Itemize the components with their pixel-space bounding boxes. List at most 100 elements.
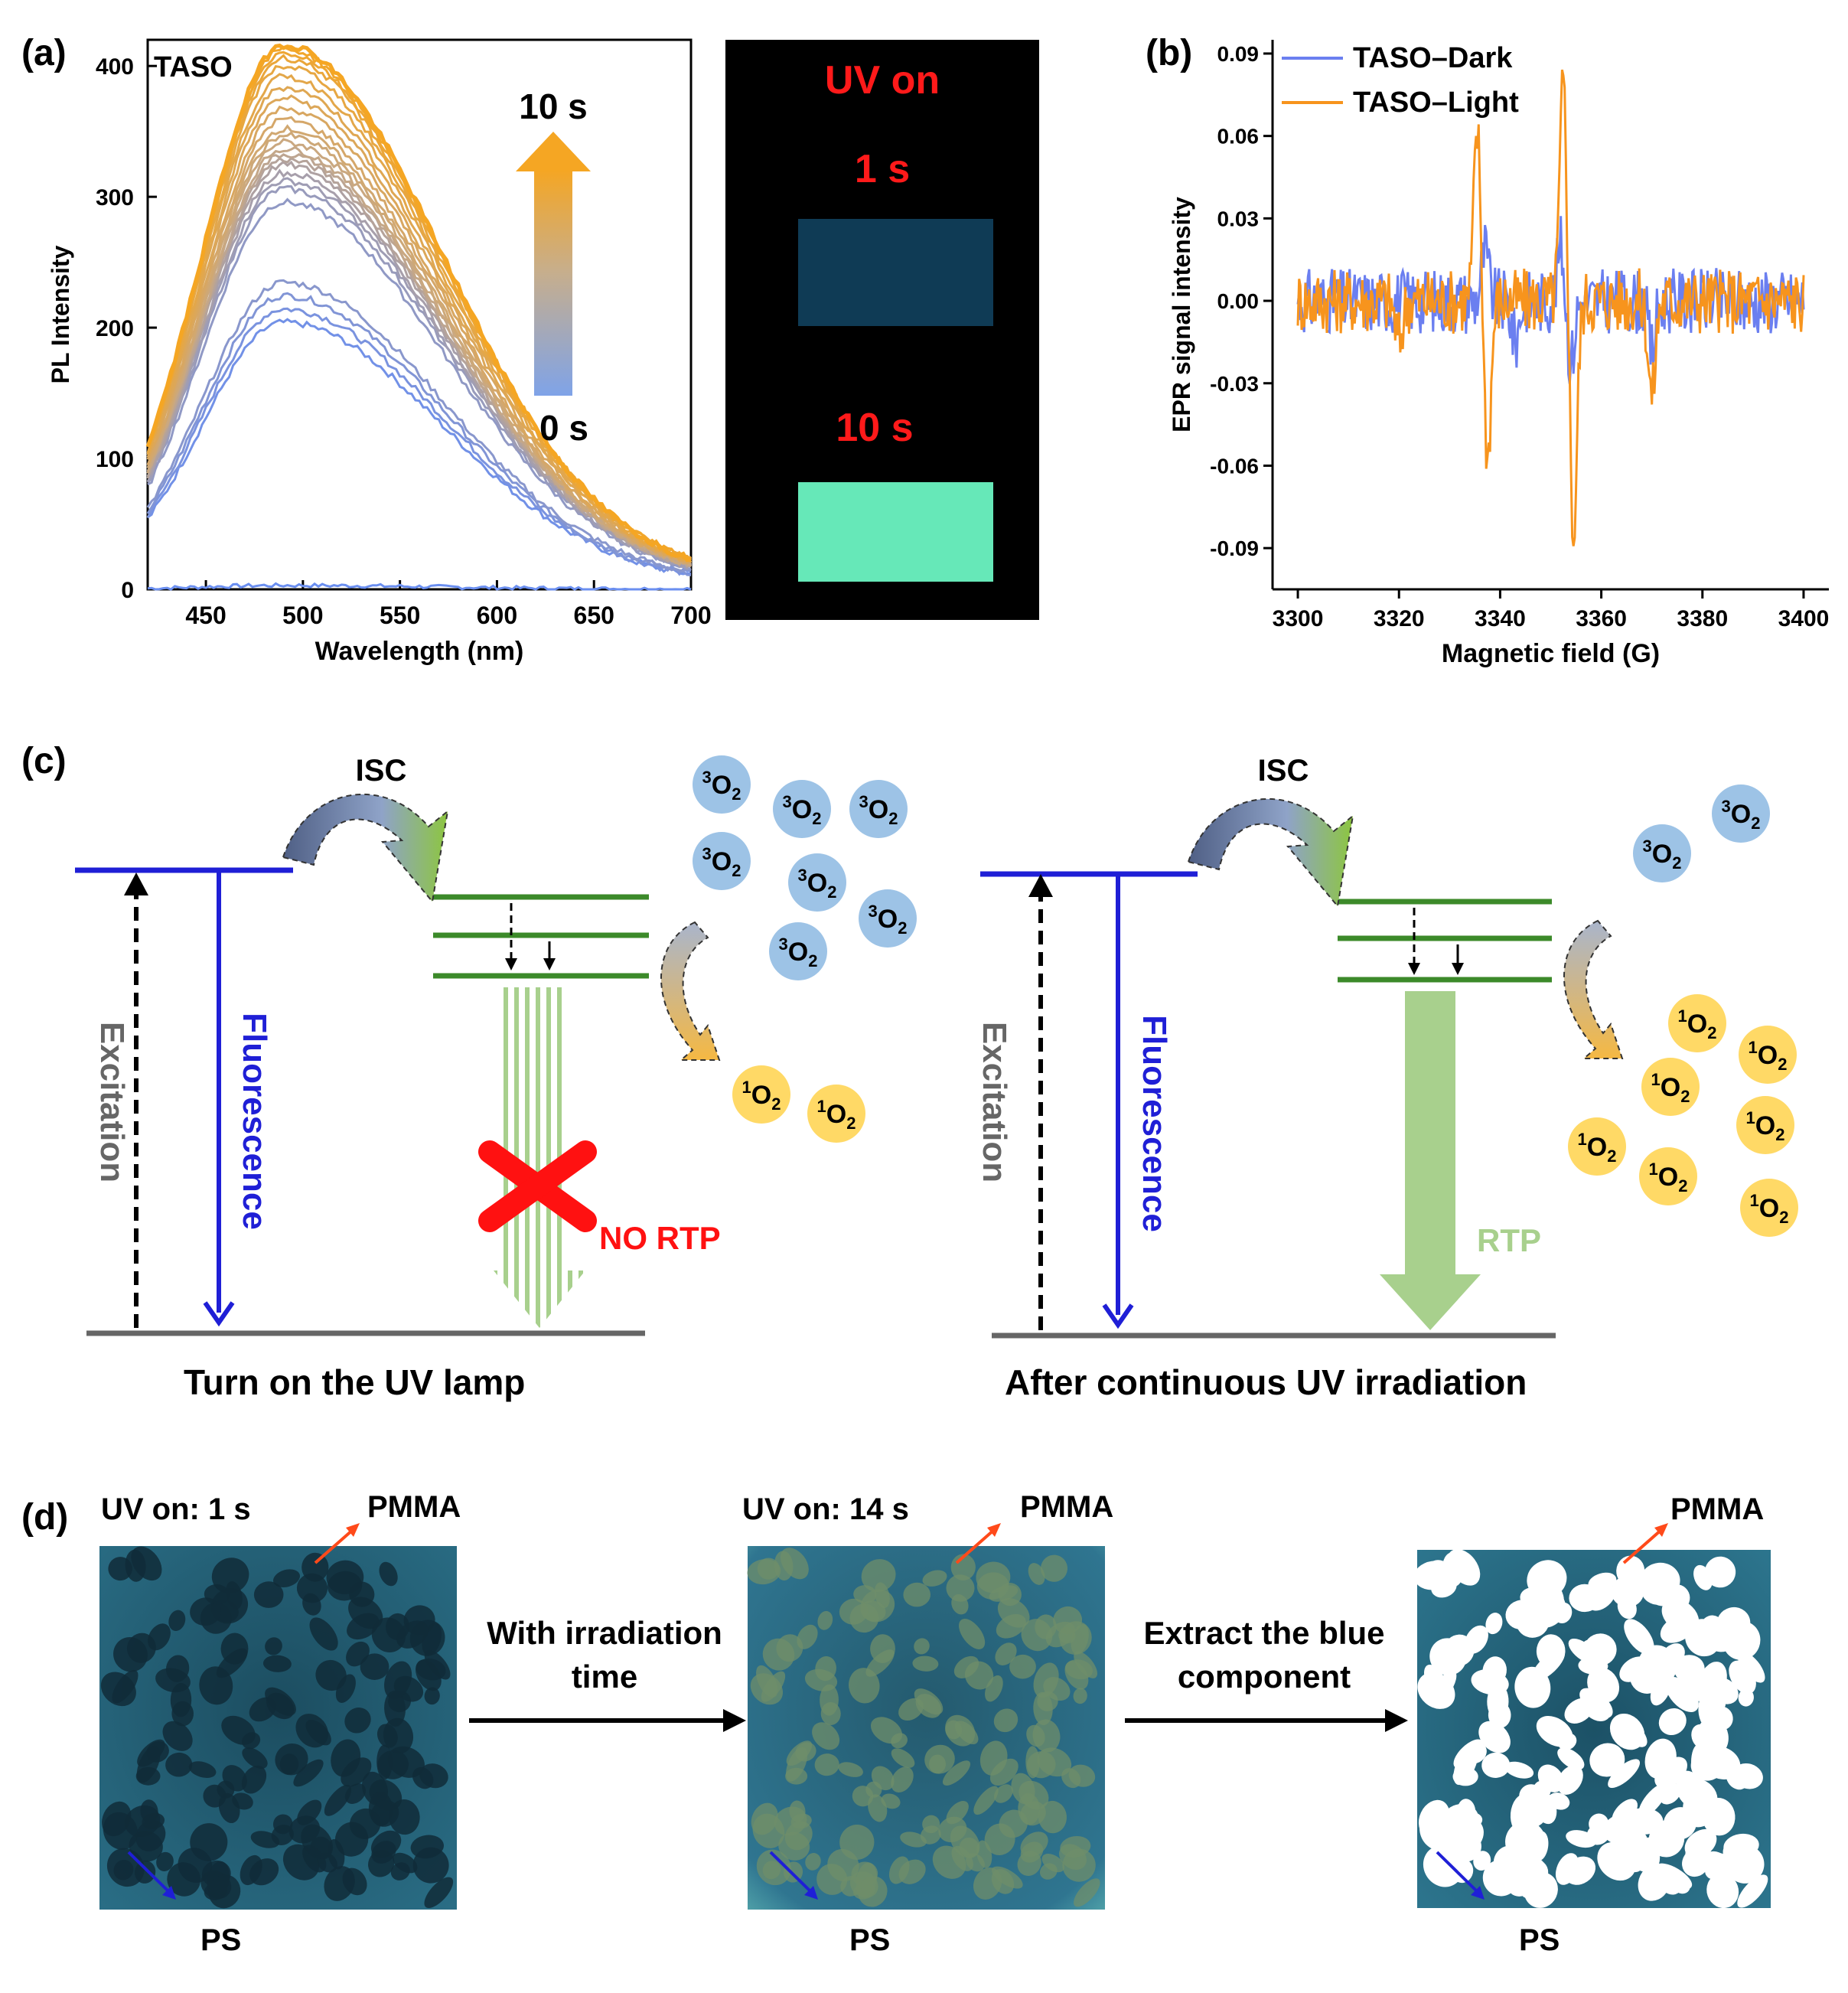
- blobs3-blob-35: [1485, 1613, 1503, 1635]
- blobs1-blob-106: [412, 1766, 434, 1789]
- oxygen-label-right-singlet6: 1O2: [1750, 1191, 1789, 1227]
- ic-arrowhead-1-left: [505, 958, 517, 970]
- y-tick-label-b-1: -0.06: [1210, 454, 1259, 478]
- oxygen-right-singlet3: 1O2: [1736, 1096, 1794, 1154]
- blobs1-blob-76: [103, 1812, 139, 1850]
- oxygen-label-right-singlet4: 1O2: [1578, 1130, 1617, 1166]
- blobs1-blob-61: [293, 1759, 324, 1787]
- pmma-pointer-3: [1622, 1528, 1664, 1564]
- pl-series-0: [147, 582, 692, 591]
- time-arrow-shaft: [534, 170, 572, 396]
- image2-ps-label: PS: [849, 1923, 890, 1957]
- blobs2-blob-126: [853, 1585, 877, 1604]
- blobs2-blob-61: [942, 1760, 971, 1786]
- blobs2-blob-26: [805, 1853, 821, 1871]
- oxygen-circle-right-triplet1: [1712, 784, 1770, 843]
- blobs1-blob-91: [315, 1659, 347, 1691]
- blobs2-blob-50: [891, 1748, 915, 1768]
- blobs2-blob-84: [997, 1597, 1030, 1628]
- blobs1-blob-114: [310, 1836, 332, 1859]
- blobs2-blob-35: [817, 1610, 833, 1630]
- x-tick-label-b-0: 3300: [1273, 606, 1324, 631]
- blobs1-blob-51: [424, 1877, 454, 1909]
- blobs3-blob-155: [1638, 1645, 1677, 1687]
- blobs2-blob-127: [959, 1619, 986, 1649]
- uv-label-10s: 10 s: [836, 406, 913, 450]
- blobs2-blob-141: [989, 1585, 1019, 1602]
- blobs1-blob-68: [190, 1823, 228, 1861]
- blobs1-blob-58: [240, 1854, 262, 1886]
- ps-pointer-3: [1436, 1851, 1480, 1894]
- ic-arrowhead-2-left: [543, 958, 556, 970]
- blobs2-blob-105: [1041, 1853, 1065, 1873]
- excitation-arrowhead-right: [1028, 874, 1053, 897]
- rtp-emission-arrow: [1380, 991, 1481, 1330]
- panel-d-label: (d): [21, 1497, 68, 1538]
- blobs1-blob-81: [113, 1859, 134, 1880]
- oxygen-label-left-singlet1: 1O2: [817, 1097, 856, 1133]
- blobs1-blob-50: [242, 1747, 268, 1769]
- blobs2-blob-128: [789, 1800, 806, 1822]
- blobs1-blob-138: [410, 1835, 444, 1859]
- blobs3-blob-127: [1624, 1619, 1654, 1655]
- oxygen-molecules-left: 3O2 3O2 3O2 3O2 3O2 3O2 3O2 1O2 1O2: [693, 755, 917, 1143]
- blobs2-blob-145: [747, 1559, 781, 1585]
- blobs3-blob-116: [1685, 1619, 1722, 1657]
- blobs2-blob-16: [903, 1582, 931, 1607]
- excitation-label-left: Excitation: [93, 1022, 131, 1182]
- blobs3-blob-31: [1659, 1783, 1681, 1805]
- image1-ps-label: PS: [200, 1923, 241, 1957]
- blobs3-blob-148: [1611, 1720, 1631, 1742]
- panel-c-label: (c): [21, 741, 67, 781]
- oxygen-label-right-triplet1: 3O2: [1722, 797, 1761, 833]
- oxygen-left-triplet6: 3O2: [769, 922, 827, 980]
- oxygen-left-triplet2: 3O2: [849, 780, 908, 838]
- blobs2-blob-81: [762, 1861, 781, 1880]
- blobs3-blob-60: [1452, 1818, 1484, 1852]
- oxygen-right-singlet0: 1O2: [1668, 994, 1726, 1052]
- blobs2-blob-144: [1058, 1626, 1076, 1644]
- blobs2-blob-68: [839, 1825, 875, 1860]
- blobs2-blob-94: [928, 1754, 947, 1774]
- blobs1-blob-136: [126, 1633, 156, 1663]
- blobs1-blob-107: [341, 1757, 372, 1787]
- blobs1-blob-100: [324, 1866, 355, 1901]
- blobs1-blob-125: [242, 1732, 261, 1750]
- blobs2-blob-106: [1061, 1768, 1081, 1789]
- blobs2-blob-10: [995, 1642, 1017, 1665]
- blobs3-blob-154: [1624, 1808, 1664, 1835]
- image1-label: UV on: 1 s: [101, 1492, 251, 1526]
- caption-left: Turn on the UV lamp: [184, 1362, 525, 1402]
- oxygen-circle-right-singlet3: [1736, 1096, 1794, 1154]
- domain-pattern-14s: [747, 1548, 1100, 1907]
- x-axis-label-b: Magnetic field (G): [1442, 639, 1660, 668]
- process-arrowhead-2: [1385, 1709, 1408, 1732]
- oxygen-circle-left-singlet0: [732, 1065, 790, 1124]
- y-tick-label-a-2: 200: [96, 316, 134, 341]
- pl-series-15: [146, 124, 692, 565]
- blobs1-blob-90: [376, 1744, 393, 1780]
- fluorescence-arrowhead-right: [1102, 1303, 1134, 1329]
- y-tick-label-b-2: -0.03: [1210, 372, 1259, 396]
- panel-b-label: (b): [1146, 33, 1192, 73]
- oxygen-circle-right-singlet5: [1639, 1147, 1697, 1205]
- epr-series-1: [1296, 69, 1805, 546]
- blobs1-blob-113: [165, 1752, 193, 1777]
- oxygen-right-singlet4: 1O2: [1568, 1117, 1626, 1176]
- oxygen-circle-left-triplet6: [769, 922, 827, 980]
- blobs2-blob-60: [784, 1821, 813, 1851]
- blobs2-blob-125: [891, 1733, 908, 1749]
- blobs2-blob-149: [991, 1866, 1023, 1889]
- blobs1-blob-102: [288, 1815, 321, 1844]
- oxygen-left-triplet5: 3O2: [859, 889, 917, 948]
- blobs3-blob-169: [1532, 1579, 1564, 1614]
- blobs2-blob-33: [812, 1722, 840, 1750]
- blobs3-blob-151: [1665, 1676, 1699, 1713]
- blobs1-blob-118: [241, 1765, 267, 1794]
- blobs1-blob-49: [167, 1862, 201, 1897]
- y-axis-label-a: PL Intensity: [47, 245, 74, 383]
- blobs3-blob-153: [1689, 1799, 1715, 1824]
- blobs2-blob-142: [1059, 1844, 1087, 1871]
- blobs1-blob-65: [262, 1655, 292, 1672]
